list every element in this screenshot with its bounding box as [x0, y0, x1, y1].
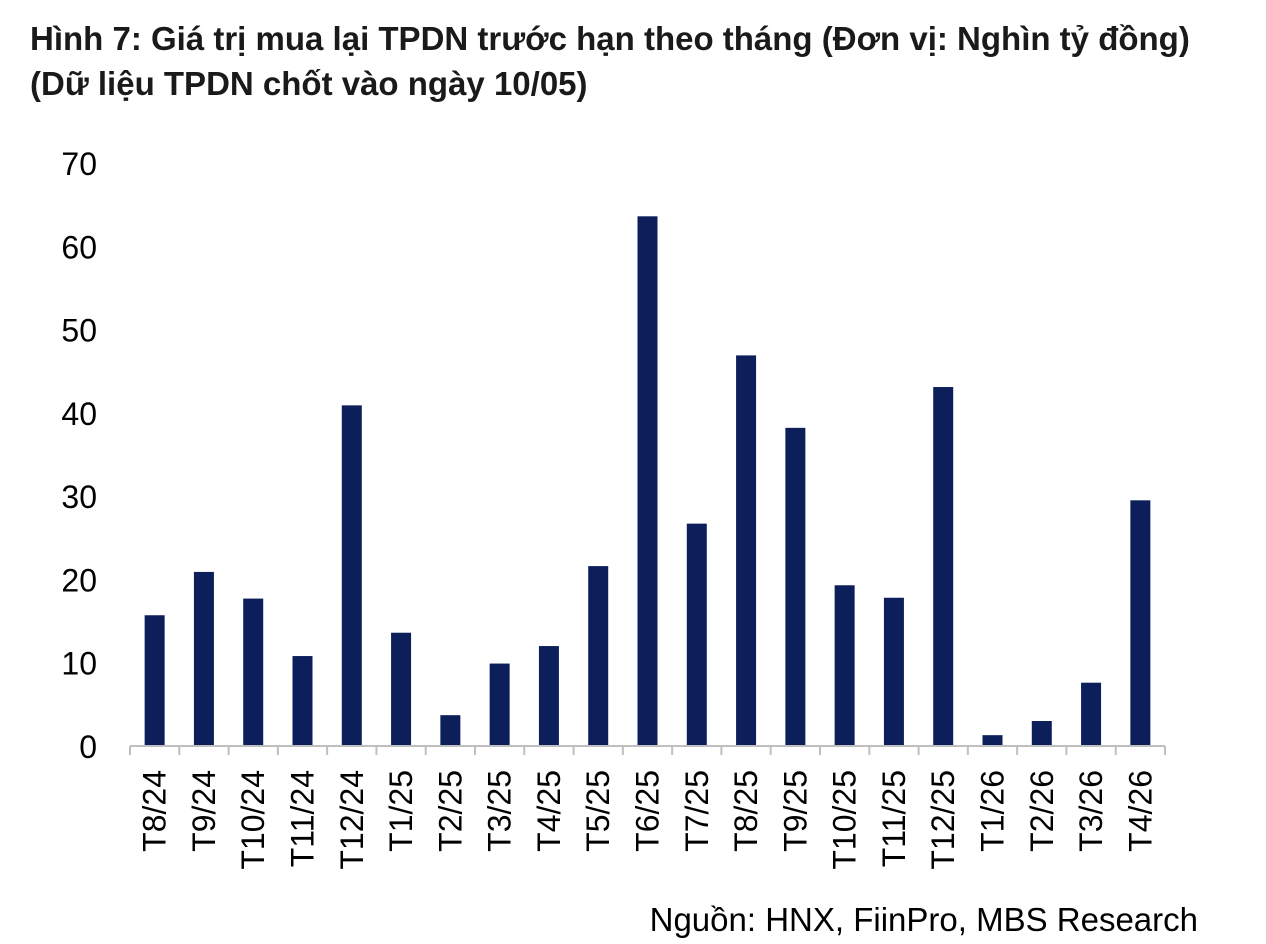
- y-tick-label: 20: [61, 562, 97, 598]
- x-tick-label: T9/24: [186, 770, 222, 852]
- y-tick-label: 30: [61, 479, 97, 515]
- bar-t4-25: [538, 646, 559, 746]
- x-tick-label: T3/25: [482, 770, 518, 852]
- x-tick-label: T7/25: [679, 770, 715, 852]
- x-tick-label: T2/26: [1024, 770, 1060, 852]
- x-tick-label: T1/26: [975, 770, 1011, 852]
- x-tick-label: T3/26: [1073, 770, 1109, 852]
- bar-t10-24: [243, 598, 264, 746]
- x-tick-label: T1/25: [383, 770, 419, 852]
- y-tick-label: 70: [61, 146, 97, 182]
- x-tick-label: T8/25: [728, 770, 764, 852]
- y-axis-labels: 0 10 20 30 40 50 60 70: [61, 146, 97, 765]
- x-axis: [129, 745, 1166, 755]
- bar-t6-25: [637, 216, 658, 747]
- chart-title: Hình 7: Giá trị mua lại TPDN trước hạn t…: [30, 20, 1190, 102]
- bar-t8-25: [736, 355, 757, 746]
- chart-source: Nguồn: HNX, FiinPro, MBS Research: [649, 901, 1198, 938]
- x-tick-label: T2/25: [432, 770, 468, 852]
- y-tick-label: 10: [61, 646, 97, 682]
- y-tick-label: 40: [61, 396, 97, 432]
- bar-t3-26: [1081, 682, 1102, 746]
- bar-t9-24: [193, 571, 214, 746]
- bar-t1-26: [982, 735, 1003, 746]
- bar-t1-25: [391, 632, 412, 746]
- bar-t2-25: [440, 715, 461, 746]
- x-axis-labels: T8/24 T9/24 T10/24 T11/24 T12/24 T1/25 T2/25 T3…: [137, 770, 1159, 870]
- bar-t2-26: [1031, 721, 1052, 746]
- bar-t7-25: [686, 523, 707, 746]
- bar-t11-25: [883, 597, 904, 746]
- bar-t12-25: [933, 387, 954, 746]
- x-tick-label: T12/25: [925, 770, 961, 870]
- x-tick-label: T11/24: [285, 770, 321, 867]
- x-tick-label: T12/24: [334, 770, 370, 870]
- x-tick-label: T9/25: [777, 770, 813, 852]
- y-tick-label: 50: [61, 313, 97, 349]
- bars: [144, 216, 1151, 747]
- x-tick-label: T5/25: [580, 770, 616, 852]
- x-tick-label: T11/25: [876, 770, 912, 867]
- bar-t8-24: [144, 615, 165, 746]
- x-tick-label: T6/25: [630, 770, 666, 852]
- x-tick-label: T8/24: [137, 770, 173, 852]
- bar-t9-25: [785, 427, 806, 746]
- x-tick-label: T10/24: [235, 770, 271, 870]
- x-tick-label: T10/25: [827, 770, 863, 870]
- bar-t11-24: [292, 656, 313, 746]
- x-tick-label: T4/26: [1122, 770, 1158, 852]
- y-tick-label: 0: [79, 729, 97, 765]
- bar-t10-25: [834, 585, 855, 746]
- bar-t4-26: [1130, 500, 1151, 746]
- y-tick-label: 60: [61, 229, 97, 265]
- bar-t5-25: [588, 566, 609, 746]
- bar-t12-24: [341, 405, 362, 746]
- x-tick-label: T4/25: [531, 770, 567, 852]
- bar-t3-25: [489, 663, 510, 746]
